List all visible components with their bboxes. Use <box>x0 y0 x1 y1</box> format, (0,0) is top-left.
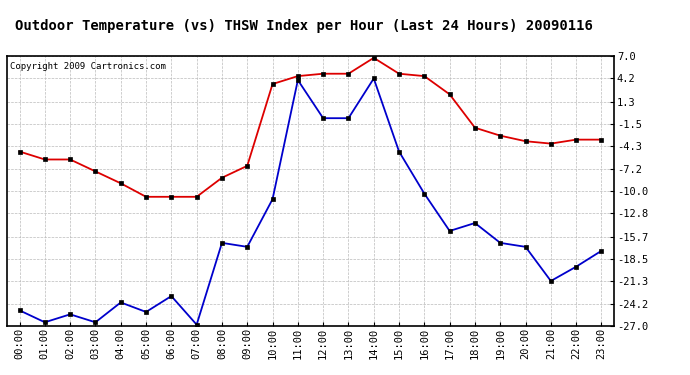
Text: Copyright 2009 Cartronics.com: Copyright 2009 Cartronics.com <box>10 62 166 70</box>
Text: Outdoor Temperature (vs) THSW Index per Hour (Last 24 Hours) 20090116: Outdoor Temperature (vs) THSW Index per … <box>14 19 593 33</box>
